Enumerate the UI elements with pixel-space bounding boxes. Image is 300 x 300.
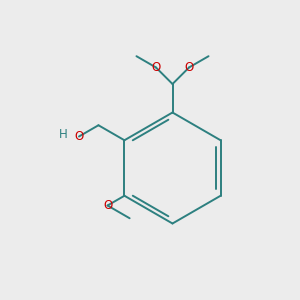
- Text: O: O: [74, 130, 84, 143]
- Text: H: H: [59, 128, 68, 141]
- Text: O: O: [151, 61, 160, 74]
- Text: O: O: [103, 199, 112, 212]
- Text: O: O: [184, 61, 194, 74]
